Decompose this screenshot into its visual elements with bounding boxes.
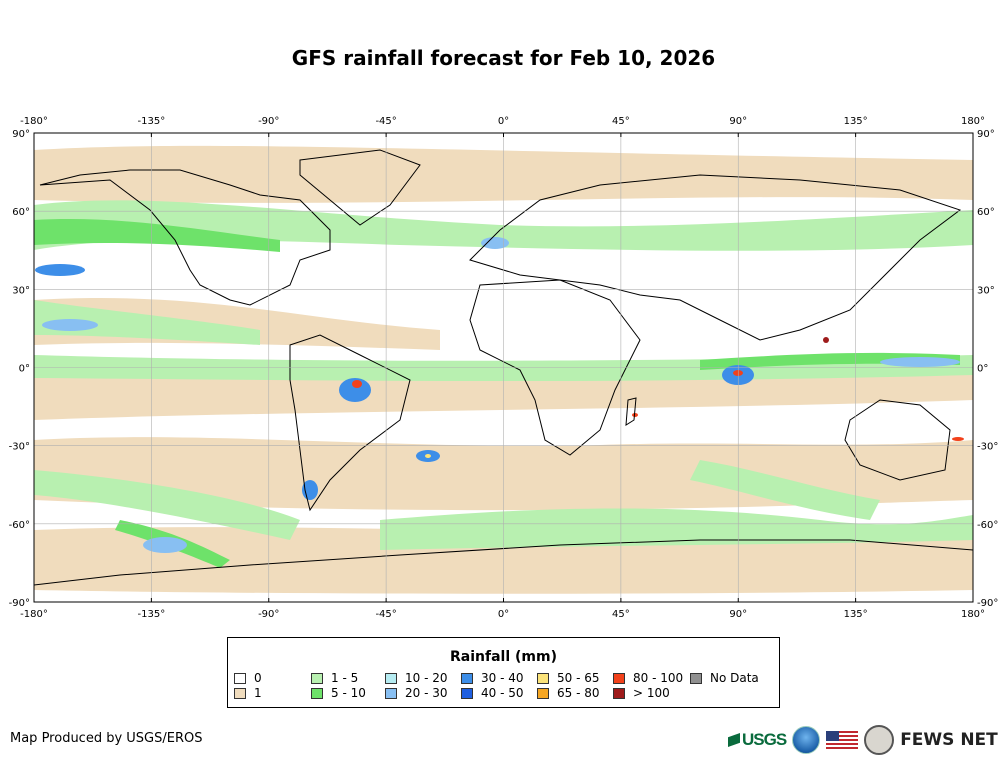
lat-tick-label-left: -30° xyxy=(9,442,30,453)
legend-label: > 100 xyxy=(633,686,670,700)
legend-swatch xyxy=(385,687,397,699)
lat-tick-label-left: -90° xyxy=(9,598,30,609)
legend-label: 80 - 100 xyxy=(633,671,684,685)
lat-tick-label-left: 0° xyxy=(19,364,30,375)
legend-item: 50 - 65 xyxy=(537,671,600,685)
legend-swatch xyxy=(385,672,397,684)
lat-tick-label-right: -90° xyxy=(977,598,998,609)
lon-tick-label-bottom: -180° xyxy=(20,609,48,620)
legend-item: 1 - 5 xyxy=(311,671,358,685)
lat-tick-label-left: 60° xyxy=(12,207,30,218)
lat-tick-label-right: -30° xyxy=(977,442,998,453)
lat-tick-label-right: 30° xyxy=(977,285,995,296)
lon-tick-label-top: 45° xyxy=(612,116,630,127)
state-department-seal-icon xyxy=(864,725,895,755)
legend-swatch xyxy=(613,672,625,684)
legend-item: > 100 xyxy=(613,686,670,700)
legend-label: 1 xyxy=(254,686,262,700)
lat-tick-label-right: 90° xyxy=(977,129,995,140)
legend-item: 40 - 50 xyxy=(461,686,524,700)
legend-item: No Data xyxy=(690,671,759,685)
legend-label: 65 - 80 xyxy=(557,686,600,700)
lat-tick-label-right: 60° xyxy=(977,207,995,218)
lon-tick-label-top: -45° xyxy=(375,116,396,127)
map-area xyxy=(34,133,973,602)
coastlines xyxy=(34,149,973,586)
legend-label: 5 - 10 xyxy=(331,686,366,700)
lon-tick-label-top: -90° xyxy=(258,116,279,127)
us-flag-icon xyxy=(826,731,859,749)
lon-tick-label-bottom: -45° xyxy=(375,609,396,620)
legend-item: 65 - 80 xyxy=(537,686,600,700)
noaa-logo-icon xyxy=(792,726,821,754)
lon-tick-label-bottom: 135° xyxy=(844,609,868,620)
lon-tick-label-bottom: -90° xyxy=(258,609,279,620)
legend-item: 1 xyxy=(234,686,262,700)
legend-swatch xyxy=(311,672,323,684)
legend-swatch xyxy=(613,687,625,699)
legend-item: 30 - 40 xyxy=(461,671,524,685)
legend-swatch xyxy=(461,672,473,684)
axis-ticks: -180° -180° -135° -135° -90° -90° -45° -45° 0° 0°… xyxy=(9,116,999,620)
legend-label: 50 - 65 xyxy=(557,671,600,685)
lon-tick-label-top: 90° xyxy=(729,116,747,127)
legend-label: 30 - 40 xyxy=(481,671,524,685)
legend-item: 20 - 30 xyxy=(385,686,448,700)
lon-tick-label-top: 180° xyxy=(961,116,985,127)
legend-label: 0 xyxy=(254,671,262,685)
legend-label: 40 - 50 xyxy=(481,686,524,700)
lat-tick-label-left: 90° xyxy=(12,129,30,140)
lon-tick-label-bottom: -135° xyxy=(138,609,166,620)
legend-label: No Data xyxy=(710,671,759,685)
lat-tick-label-left: -60° xyxy=(9,520,30,531)
lon-tick-label-top: 0° xyxy=(498,116,509,127)
legend-swatch xyxy=(234,672,246,684)
lon-tick-label-bottom: 180° xyxy=(961,609,985,620)
lat-tick-label-right: 0° xyxy=(977,364,988,375)
map-title: GFS rainfall forecast for Feb 10, 2026 xyxy=(291,46,716,70)
legend-item: 10 - 20 xyxy=(385,671,448,685)
graticule xyxy=(34,133,973,602)
legend-label: 10 - 20 xyxy=(405,671,448,685)
credit-text: Map Produced by USGS/EROS xyxy=(10,731,203,746)
legend-label: 1 - 5 xyxy=(331,671,359,685)
legend-title: Rainfall (mm) xyxy=(450,649,557,665)
usgs-icon xyxy=(728,733,740,747)
legend-swatch xyxy=(311,687,323,699)
lon-tick-label-top: 135° xyxy=(844,116,868,127)
legend-swatch xyxy=(234,687,246,699)
legend-swatch xyxy=(537,672,549,684)
legend-item: 0 xyxy=(234,671,262,685)
legend-swatch xyxy=(537,687,549,699)
lon-tick-label-top: -180° xyxy=(20,116,48,127)
usgs-logo: USGS xyxy=(728,730,787,750)
lat-tick-label-left: 30° xyxy=(12,285,30,296)
legend-swatch xyxy=(690,672,702,684)
lon-tick-label-bottom: 45° xyxy=(612,609,630,620)
legend-label: 20 - 30 xyxy=(405,686,448,700)
lon-tick-label-bottom: 90° xyxy=(729,609,747,620)
fews-net-logo-text: FEWS NET xyxy=(900,730,998,750)
legend-swatch xyxy=(461,687,473,699)
usgs-logo-text: USGS xyxy=(742,730,787,749)
logo-strip: USGS FEWS NET xyxy=(728,723,998,757)
lon-tick-label-bottom: 0° xyxy=(498,609,509,620)
lon-tick-label-top: -135° xyxy=(138,116,166,127)
lat-tick-label-right: -60° xyxy=(977,520,998,531)
legend-item: 5 - 10 xyxy=(311,686,366,700)
legend-item: 80 - 100 xyxy=(613,671,683,685)
